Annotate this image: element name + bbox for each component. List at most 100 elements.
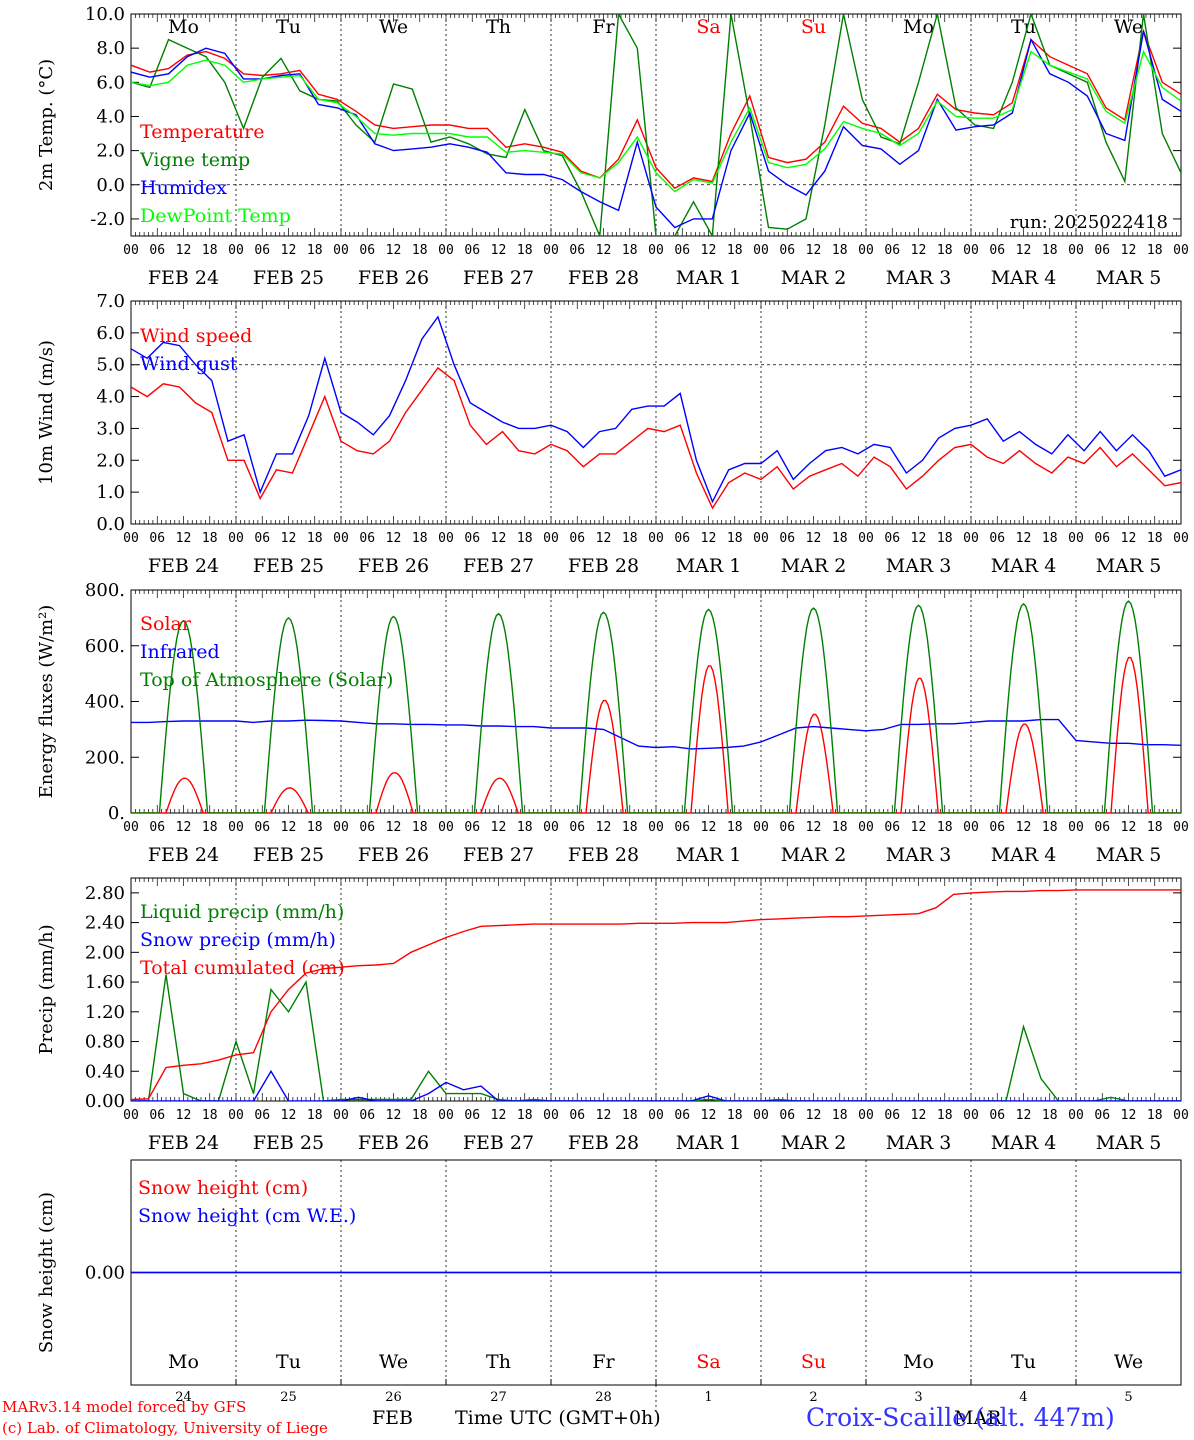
- x-hour-label: 00: [123, 820, 139, 835]
- x-hour-label: 06: [1094, 820, 1110, 835]
- x-day-number: 5: [1124, 1390, 1132, 1405]
- x-day-number: 26: [385, 1390, 402, 1405]
- x-hour-label: 06: [884, 820, 900, 835]
- x-hour-label: 06: [779, 820, 795, 835]
- x-hour-label: 12: [281, 820, 297, 835]
- y-tick-label: 1.60: [85, 972, 125, 993]
- legend-entry: Snow precip (mm/h): [140, 929, 336, 951]
- x-hour-label: 18: [1147, 243, 1163, 258]
- y-tick-label: 0.0: [96, 514, 125, 535]
- y-tick-label: 0.40: [85, 1061, 125, 1082]
- x-hour-label: 18: [412, 531, 428, 546]
- x-hour-label: 12: [1016, 243, 1032, 258]
- x-hour-label: 00: [1068, 1108, 1084, 1123]
- x-hour-label: 12: [596, 531, 612, 546]
- x-hour-label: 06: [359, 243, 375, 258]
- x-hour-label: 12: [806, 1108, 822, 1123]
- x-hour-label: 00: [228, 1108, 244, 1123]
- x-hour-label: 00: [648, 243, 664, 258]
- x-hour-label: 18: [517, 1108, 533, 1123]
- y-tick-label: 800.: [85, 580, 125, 601]
- day-abbr-label: Fr: [592, 1351, 615, 1373]
- x-date-label: MAR 5: [1096, 844, 1162, 866]
- x-hour-label: 12: [176, 1108, 192, 1123]
- legend-entry: Vigne temp: [139, 149, 250, 171]
- x-date-label: FEB 26: [358, 1132, 429, 1154]
- x-hour-label: 12: [281, 531, 297, 546]
- x-date-label: FEB 24: [148, 555, 219, 577]
- x-hour-label: 18: [307, 531, 323, 546]
- x-hour-label: 18: [937, 820, 953, 835]
- x-hour-label: 18: [622, 531, 638, 546]
- y-tick-label: 1.20: [85, 1002, 125, 1023]
- x-hour-label: 12: [491, 1108, 507, 1123]
- x-date-label: MAR 2: [781, 555, 847, 577]
- x-date-label: FEB 25: [253, 844, 324, 866]
- x-hour-label: 00: [543, 531, 559, 546]
- y-tick-label: 600.: [85, 636, 125, 657]
- x-hour-label: 00: [438, 531, 454, 546]
- x-hour-label: 06: [569, 1108, 585, 1123]
- x-hour-label: 00: [963, 820, 979, 835]
- x-hour-label: 12: [596, 820, 612, 835]
- x-day-number: 27: [490, 1390, 507, 1405]
- day-abbr-label: Su: [801, 1351, 826, 1373]
- x-date-label: MAR 4: [991, 1132, 1057, 1154]
- x-date-label: FEB 25: [253, 267, 324, 289]
- x-hour-label: 06: [254, 820, 270, 835]
- y-tick-label: 2.00: [85, 942, 125, 963]
- day-abbr-label: Tu: [1011, 1351, 1036, 1373]
- x-hour-label: 18: [202, 820, 218, 835]
- day-abbr-label: Sa: [696, 1351, 720, 1373]
- x-hour-label: 06: [779, 531, 795, 546]
- x-hour-label: 00: [753, 1108, 769, 1123]
- x-day-number: 2: [809, 1390, 817, 1405]
- x-hour-label: 18: [832, 1108, 848, 1123]
- x-date-label: FEB 25: [253, 1132, 324, 1154]
- x-hour-label: 12: [1016, 1108, 1032, 1123]
- x-hour-label: 18: [727, 531, 743, 546]
- legend-entry: Wind gust: [140, 353, 238, 375]
- x-hour-label: 00: [648, 1108, 664, 1123]
- x-date-label: MAR 3: [886, 267, 952, 289]
- series-line: [131, 28, 1181, 190]
- x-date-label: MAR 1: [676, 1132, 742, 1154]
- series-line: [131, 656, 1181, 813]
- y-tick-label: 1.0: [96, 482, 125, 503]
- x-hour-label: 18: [517, 531, 533, 546]
- x-hour-label: 06: [884, 243, 900, 258]
- day-abbr-label: We: [379, 1351, 408, 1373]
- y-tick-label: 2.80: [85, 883, 125, 904]
- x-hour-label: 00: [1173, 243, 1189, 258]
- legend-entry: DewPoint Temp: [140, 205, 291, 227]
- x-hour-label: 12: [806, 820, 822, 835]
- x-hour-label: 12: [491, 243, 507, 258]
- x-hour-label: 00: [753, 820, 769, 835]
- x-date-label: FEB 27: [463, 1132, 534, 1154]
- x-hour-label: 18: [1042, 820, 1058, 835]
- x-hour-label: 12: [911, 243, 927, 258]
- x-hour-label: 18: [727, 1108, 743, 1123]
- x-hour-label: 18: [832, 820, 848, 835]
- legend-entry: Infrared: [140, 641, 220, 663]
- x-hour-label: 06: [359, 531, 375, 546]
- series-line: [131, 889, 1181, 1101]
- day-abbr-label: Mo: [903, 16, 934, 38]
- series-group: [131, 14, 1181, 236]
- x-day-number: 24: [175, 1390, 192, 1405]
- x-hour-label: 06: [779, 243, 795, 258]
- x-hour-label: 00: [753, 243, 769, 258]
- x-hour-label: 06: [254, 1108, 270, 1123]
- x-date-label: FEB 27: [463, 267, 534, 289]
- x-hour-label: 18: [307, 820, 323, 835]
- x-hour-label: 18: [1147, 1108, 1163, 1123]
- x-hour-label: 00: [228, 243, 244, 258]
- day-abbr-label: Tu: [276, 1351, 301, 1373]
- x-hour-label: 18: [937, 531, 953, 546]
- x-hour-label: 00: [123, 531, 139, 546]
- day-abbr-label: Su: [801, 16, 826, 38]
- x-hour-label: 12: [911, 1108, 927, 1123]
- y-tick-label: 6.0: [96, 323, 125, 344]
- y-tick-label: 4.0: [96, 106, 125, 127]
- x-hour-label: 18: [517, 243, 533, 258]
